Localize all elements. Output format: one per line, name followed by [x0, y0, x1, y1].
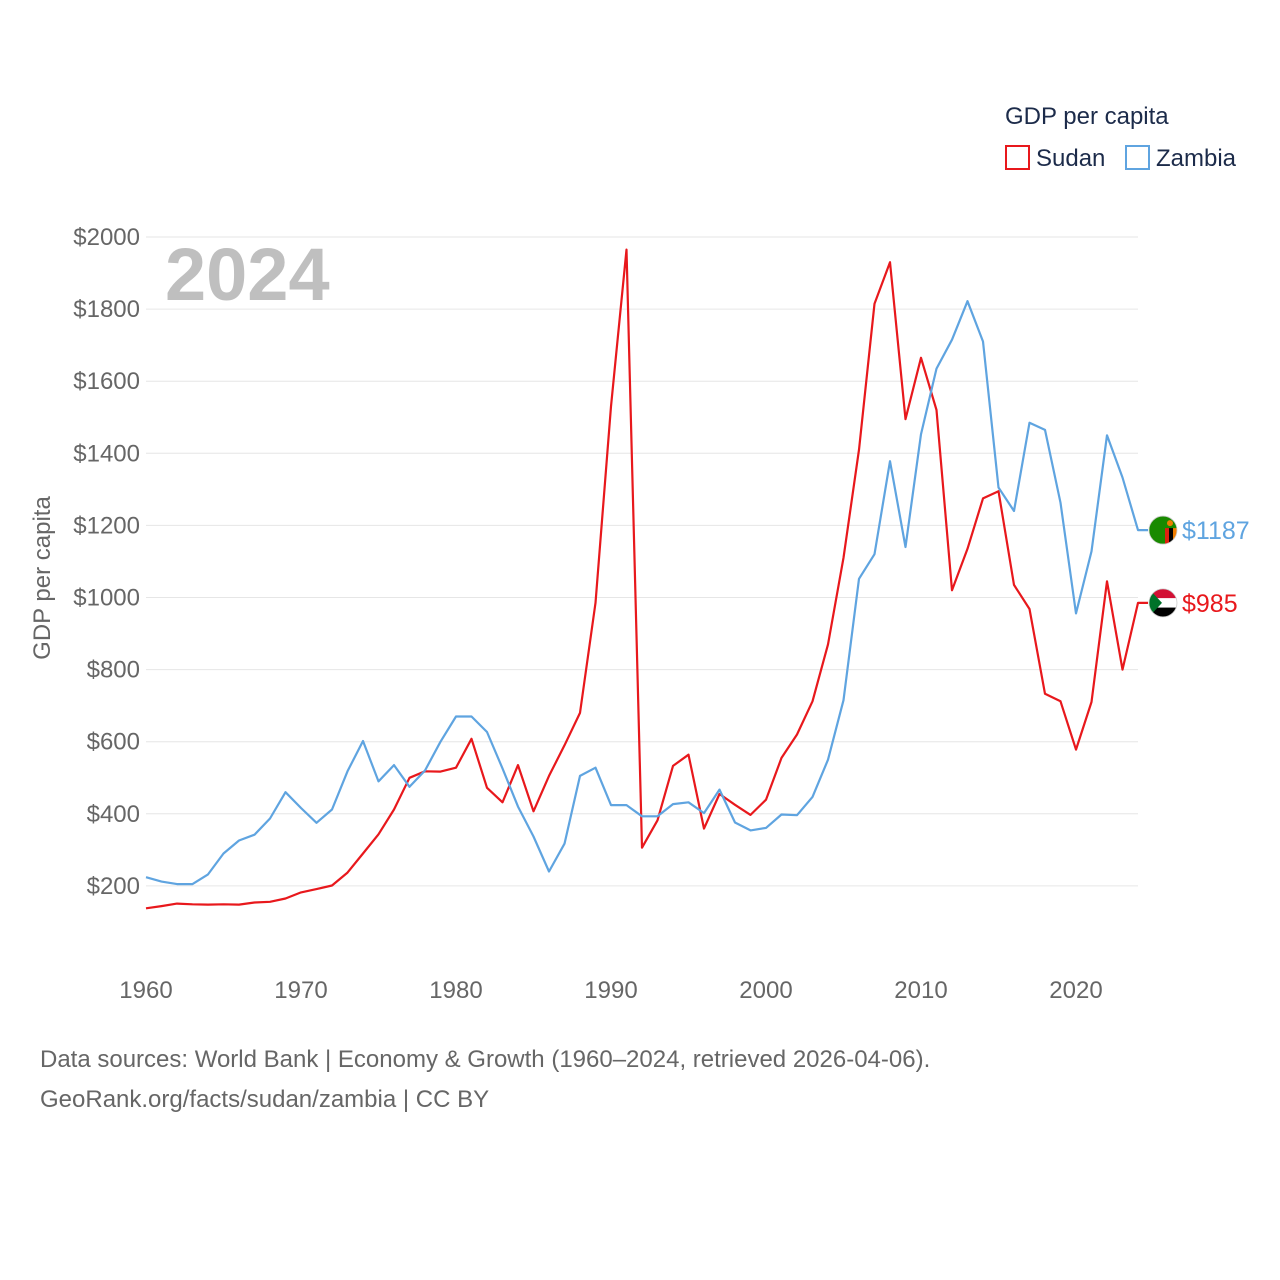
legend-title: GDP per capita: [1005, 103, 1169, 130]
gridlines: [146, 236, 1138, 887]
y-tick-label: $1200: [73, 512, 140, 539]
y-tick-label: $800: [87, 657, 140, 684]
x-tick-label: 1990: [584, 977, 637, 1004]
end-value-label-zambia: $1187: [1182, 517, 1250, 545]
x-axis-tick-labels: 1960 1970 1980 1990 2000 2010 2020: [119, 977, 1102, 1004]
x-tick-label: 1970: [274, 977, 327, 1004]
x-tick-label: 2020: [1049, 977, 1102, 1004]
y-tick-label: $2000: [73, 224, 140, 251]
x-tick-label: 2010: [894, 977, 947, 1004]
legend-label-sudan: Sudan: [1036, 145, 1105, 172]
source-url: GeoRank.org/facts/sudan/zambia | CC BY: [40, 1086, 490, 1113]
y-tick-label: $1000: [73, 585, 140, 612]
series-line-sudan: [145, 248, 1148, 910]
end-labels: $985 $1187: [1148, 515, 1250, 618]
gdp-line-chart: $200 $400 $600 $800 $1000 $1200 $1400 $1600 $180…: [29, 103, 1250, 1004]
x-tick-label: 2000: [739, 977, 792, 1004]
y-tick-label: $1400: [73, 440, 140, 467]
zambia-flag-icon: [1148, 515, 1178, 545]
y-tick-label: $200: [87, 873, 140, 900]
y-tick-label: $1800: [73, 296, 140, 323]
source-note: Data sources: World Bank | Economy & Gro…: [40, 1046, 931, 1073]
end-value-label-sudan: $985: [1182, 590, 1238, 618]
x-tick-label: 1980: [429, 977, 482, 1004]
sudan-flag-icon: [1148, 588, 1178, 618]
y-tick-label: $1600: [73, 368, 140, 395]
series-line-zambia: [145, 300, 1148, 886]
series-lines: [145, 248, 1148, 910]
x-tick-label: 1960: [119, 977, 172, 1004]
legend-swatch-sudan: [1005, 145, 1030, 170]
y-tick-label: $600: [87, 729, 140, 756]
legend-swatch-zambia: [1125, 145, 1150, 170]
year-label: 2024: [165, 233, 330, 316]
legend: GDP per capita Sudan Zambia: [1005, 103, 1237, 172]
y-axis-tick-labels: $200 $400 $600 $800 $1000 $1200 $1400 $1600 $180…: [73, 224, 140, 900]
y-axis-label: GDP per capita: [29, 496, 56, 660]
y-tick-label: $400: [87, 801, 140, 828]
legend-label-zambia: Zambia: [1156, 145, 1237, 172]
